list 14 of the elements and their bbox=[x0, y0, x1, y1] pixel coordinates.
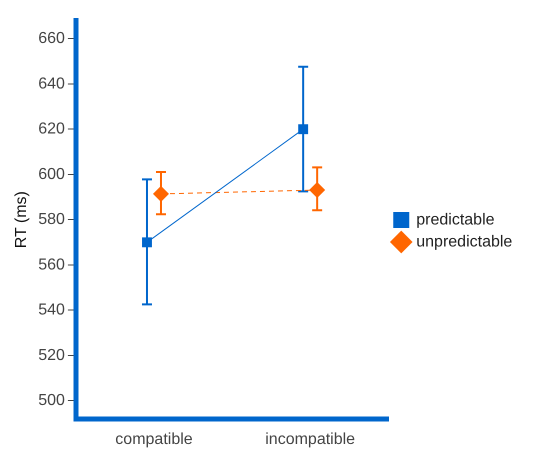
y-tick-label: 620 bbox=[38, 120, 65, 138]
legend-label: unpredictable bbox=[416, 233, 512, 250]
y-tick-label: 660 bbox=[38, 30, 65, 48]
y-tick-label: 580 bbox=[38, 211, 65, 228]
legend-label: predictable bbox=[416, 211, 495, 228]
y-axis-title: RT (ms) bbox=[13, 191, 30, 248]
y-tick-label: 600 bbox=[38, 166, 65, 183]
y-tick-label: 560 bbox=[38, 256, 65, 274]
y-tick-label: 640 bbox=[38, 75, 65, 92]
y-tick-label: 540 bbox=[38, 302, 65, 319]
y-tick-label: 500 bbox=[38, 392, 65, 410]
y-tick-label: 520 bbox=[38, 346, 65, 364]
x-tick-label: incompatible bbox=[265, 430, 356, 448]
x-tick-label: compatible bbox=[115, 430, 193, 448]
